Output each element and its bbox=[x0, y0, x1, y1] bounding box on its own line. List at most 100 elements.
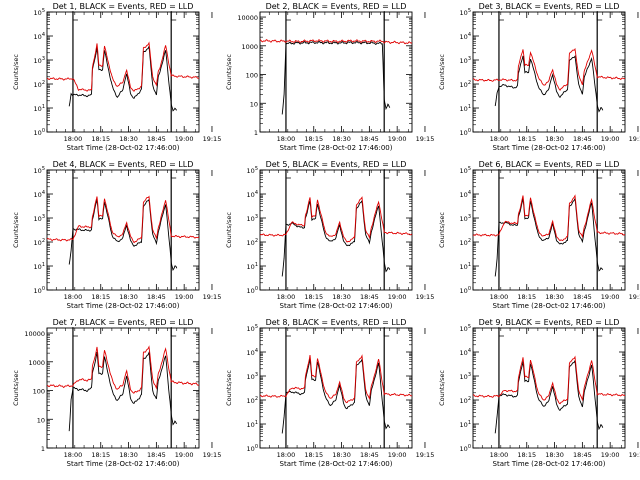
x-tick-label: 18:15 bbox=[517, 135, 536, 143]
interval-marker-flag bbox=[383, 327, 390, 337]
x-tick-label: 19:00 bbox=[601, 451, 620, 459]
lld-series-line bbox=[260, 39, 412, 45]
y-axis-label: Counts/sec bbox=[438, 212, 446, 248]
detector-panel-1: Det 1, BLACK = Events, RED = LLD Counts/s… bbox=[12, 2, 221, 152]
x-tick-label: 19:00 bbox=[601, 293, 620, 301]
interval-marker-flag bbox=[285, 327, 291, 337]
x-tick-label: 19:00 bbox=[175, 293, 194, 301]
interval-marker-flag bbox=[72, 327, 78, 337]
y-axis-label: Counts/sec bbox=[12, 370, 20, 406]
y-axis-label: Counts/sec bbox=[12, 212, 20, 248]
x-axis-label: Start Time (28-Oct-02 17:46:00) bbox=[67, 302, 180, 310]
x-tick-label: 18:00 bbox=[490, 293, 509, 301]
y-tick-label: 1 bbox=[254, 129, 258, 137]
y-tick-label: 10000 bbox=[237, 14, 258, 22]
events-series-line bbox=[68, 350, 178, 432]
y-tick-label: 100 bbox=[246, 72, 258, 80]
detector-panel-2: Det 2, BLACK = Events, RED = LLD Counts/s… bbox=[225, 2, 434, 152]
y-tick-label: 10 bbox=[37, 416, 45, 424]
x-tick-label: 18:00 bbox=[64, 135, 83, 143]
y-axis-label: Counts/sec bbox=[225, 54, 233, 90]
events-series-line bbox=[68, 44, 178, 112]
y-tick-label: 10000 bbox=[24, 330, 45, 338]
y-tick-label: 105 bbox=[247, 166, 258, 175]
interval-marker-flag bbox=[285, 169, 291, 179]
x-tick-label: 18:00 bbox=[277, 135, 296, 143]
panel-title: Det 7, BLACK = Events, RED = LLD bbox=[53, 318, 194, 327]
x-tick-label: 18:45 bbox=[360, 293, 379, 301]
x-tick-label: 18:30 bbox=[119, 293, 138, 301]
x-tick-label: 18:30 bbox=[332, 135, 351, 143]
events-series-line bbox=[281, 357, 391, 434]
x-tick-label: 18:30 bbox=[119, 135, 138, 143]
x-tick-label: 19:00 bbox=[175, 451, 194, 459]
y-axis-label: Counts/sec bbox=[438, 370, 446, 406]
y-tick-label: 102 bbox=[247, 396, 258, 405]
x-tick-label: 18:15 bbox=[304, 293, 323, 301]
x-tick-label: 18:15 bbox=[517, 293, 536, 301]
interval-marker-flag bbox=[383, 169, 390, 179]
x-axis-label: Start Time (28-Oct-02 17:46:00) bbox=[493, 144, 606, 152]
panel-title: Det 8, BLACK = Events, RED = LLD bbox=[266, 318, 407, 327]
interval-marker-flag bbox=[72, 11, 78, 21]
x-tick-label: 18:45 bbox=[360, 451, 379, 459]
y-tick-label: 1 bbox=[41, 445, 45, 453]
y-tick-label: 104 bbox=[34, 32, 45, 41]
y-tick-label: 10 bbox=[250, 100, 258, 108]
y-tick-label: 101 bbox=[34, 104, 45, 113]
plot-frame bbox=[472, 11, 626, 133]
y-tick-label: 1000 bbox=[28, 359, 45, 367]
x-tick-label: 18:30 bbox=[545, 293, 564, 301]
y-tick-label: 102 bbox=[34, 80, 45, 89]
interval-marker-flag bbox=[498, 169, 504, 179]
y-tick-label: 100 bbox=[460, 128, 471, 137]
interval-marker-flag bbox=[383, 11, 390, 21]
panel-title: Det 4, BLACK = Events, RED = LLD bbox=[53, 160, 194, 169]
detector-panel-5: Det 5, BLACK = Events, RED = LLD Counts/s… bbox=[225, 160, 434, 310]
lld-series-line bbox=[473, 47, 625, 91]
interval-marker-flag bbox=[170, 11, 177, 21]
y-tick-label: 100 bbox=[460, 444, 471, 453]
x-tick-label: 18:30 bbox=[545, 135, 564, 143]
x-axis-label: Start Time (28-Oct-02 17:46:00) bbox=[67, 144, 180, 152]
panel-title: Det 1, BLACK = Events, RED = LLD bbox=[53, 2, 194, 11]
x-tick-label: 19:00 bbox=[388, 135, 407, 143]
interval-marker-flag bbox=[498, 11, 504, 21]
y-tick-label: 103 bbox=[460, 56, 471, 65]
x-tick-label: 18:30 bbox=[332, 293, 351, 301]
y-tick-label: 102 bbox=[247, 238, 258, 247]
y-axis-label: Counts/sec bbox=[225, 370, 233, 406]
interval-marker-flag bbox=[596, 11, 603, 21]
y-tick-label: 102 bbox=[460, 238, 471, 247]
x-tick-label: 19:00 bbox=[388, 451, 407, 459]
y-tick-label: 105 bbox=[34, 8, 45, 17]
y-tick-label: 104 bbox=[247, 348, 258, 357]
y-tick-label: 105 bbox=[247, 324, 258, 333]
interval-marker-flag bbox=[596, 327, 603, 337]
x-axis-label: Start Time (28-Oct-02 17:46:00) bbox=[280, 302, 393, 310]
y-tick-label: 100 bbox=[460, 286, 471, 295]
detector-panel-8: Det 8, BLACK = Events, RED = LLD Counts/s… bbox=[225, 318, 434, 468]
interval-marker-flag bbox=[170, 327, 177, 337]
lld-series-line bbox=[473, 355, 625, 405]
y-tick-label: 103 bbox=[247, 372, 258, 381]
y-tick-label: 105 bbox=[460, 166, 471, 175]
x-tick-label: 19:15 bbox=[629, 451, 640, 459]
panel-title: Det 6, BLACK = Events, RED = LLD bbox=[479, 160, 620, 169]
events-series-line bbox=[494, 55, 604, 113]
y-tick-label: 103 bbox=[34, 56, 45, 65]
x-tick-label: 18:45 bbox=[573, 293, 592, 301]
x-tick-label: 19:15 bbox=[416, 135, 435, 143]
events-series-line bbox=[281, 199, 391, 277]
x-tick-label: 19:00 bbox=[175, 135, 194, 143]
x-axis-label: Start Time (28-Oct-02 17:46:00) bbox=[493, 302, 606, 310]
plot-frame bbox=[46, 169, 200, 291]
lld-series-line bbox=[260, 196, 412, 243]
lld-series-line bbox=[47, 345, 199, 394]
plot-frame bbox=[46, 327, 200, 449]
events-series-line bbox=[281, 40, 391, 115]
detector-panel-6: Det 6, BLACK = Events, RED = LLD Counts/s… bbox=[438, 160, 640, 310]
detector-panel-9: Det 9, BLACK = Events, RED = LLD Counts/s… bbox=[438, 318, 640, 468]
y-tick-label: 104 bbox=[34, 190, 45, 199]
